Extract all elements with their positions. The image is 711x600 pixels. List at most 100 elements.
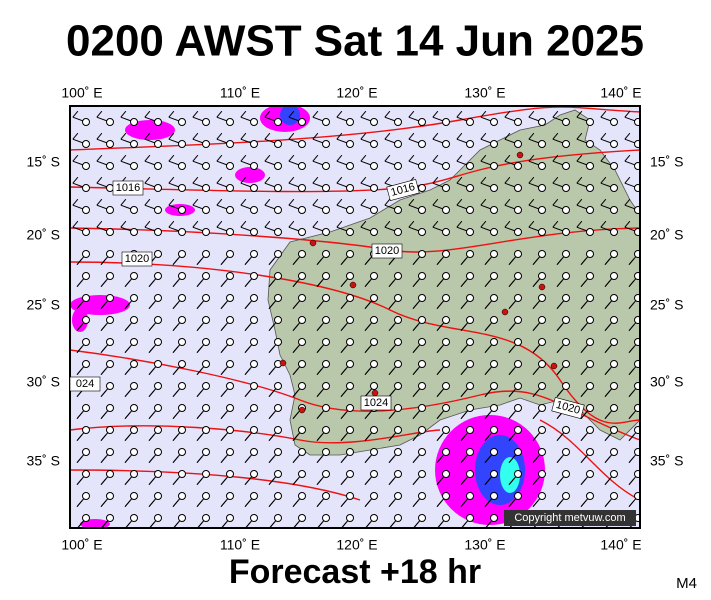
wind-station (538, 470, 546, 478)
wind-station (562, 228, 570, 236)
wind-station (106, 140, 114, 148)
barb-feather (192, 132, 199, 140)
wind-station (490, 404, 498, 412)
barb-feather (268, 434, 275, 442)
barb-feather (316, 346, 323, 354)
wind-station (298, 316, 306, 324)
barb-feather (412, 412, 419, 420)
wind-station (610, 118, 618, 126)
barb-feather (148, 412, 155, 420)
wind-station (322, 470, 330, 478)
wind-station (298, 272, 306, 280)
wind-station (130, 338, 138, 346)
wind-station (394, 404, 402, 412)
wind-station (490, 272, 498, 280)
barb-feather (504, 198, 511, 206)
barb-feather (508, 500, 515, 508)
barb-feather (312, 176, 319, 184)
barb-feather (484, 302, 491, 310)
barb-feather (244, 368, 251, 376)
wind-station (442, 492, 450, 500)
barb-feather (292, 324, 299, 332)
latitude-label: 20˚ S (27, 227, 60, 243)
barb-feather (628, 302, 635, 310)
barb-feather (312, 132, 319, 140)
barb-feather (244, 500, 251, 508)
barb-feather (292, 390, 299, 398)
barb-feather (120, 154, 127, 162)
longitude-label: 140˚ E (600, 537, 641, 553)
latitude-label: 30˚ S (650, 374, 683, 390)
barb-feather (100, 258, 107, 266)
wind-station (514, 228, 522, 236)
barb-feather (172, 456, 179, 464)
wind-station (82, 140, 90, 148)
wind-station (154, 206, 162, 214)
barb-feather (436, 368, 443, 376)
barb-feather (144, 220, 151, 228)
wind-station (130, 118, 138, 126)
wind-station (418, 382, 426, 390)
barb-feather (72, 198, 79, 206)
barb-feather (72, 220, 79, 228)
barb-feather (316, 324, 323, 332)
barb-feather (220, 456, 227, 464)
barb-feather (216, 154, 223, 162)
wind-station (490, 206, 498, 214)
wind-station (394, 228, 402, 236)
wind-station (394, 360, 402, 368)
barb-feather (364, 456, 371, 464)
wind-station (274, 140, 282, 148)
barb-feather (268, 456, 275, 464)
wind-station (418, 492, 426, 500)
barb-feather (124, 324, 131, 332)
wind-station (226, 448, 234, 456)
wind-station (274, 206, 282, 214)
wind-station (250, 448, 258, 456)
barb-feather (196, 500, 203, 508)
barb-feather (484, 280, 491, 288)
barb-feather (628, 478, 635, 486)
wind-station (226, 272, 234, 280)
wind-station (634, 492, 640, 500)
wind-station (346, 404, 354, 412)
wind-station (634, 162, 640, 170)
barb-feather (436, 412, 443, 420)
wind-station (394, 338, 402, 346)
wind-station (202, 448, 210, 456)
barb-feather (168, 220, 175, 228)
longitude-label: 130˚ E (464, 85, 505, 101)
wind-station (250, 184, 258, 192)
barb-feather (556, 478, 563, 486)
wind-station (634, 250, 640, 258)
barb-feather (288, 154, 295, 162)
barb-feather (484, 368, 491, 376)
barb-feather (604, 346, 611, 354)
barb-feather (384, 198, 391, 206)
wind-station (298, 382, 306, 390)
wind-station (346, 448, 354, 456)
wind-station (82, 228, 90, 236)
barb-feather (148, 346, 155, 354)
barb-feather (268, 478, 275, 486)
barb-feather (460, 390, 467, 398)
wind-station (634, 404, 640, 412)
wind-station (322, 404, 330, 412)
wind-station (202, 514, 210, 522)
barb-feather (580, 302, 587, 310)
barb-feather (556, 346, 563, 354)
copyright: Copyright metvuw.com (514, 512, 625, 524)
wind-station (154, 426, 162, 434)
barb-feather (436, 390, 443, 398)
wind-station (442, 426, 450, 434)
wind-station (130, 316, 138, 324)
barb-feather (456, 220, 463, 228)
barb-feather (196, 324, 203, 332)
barb-feather (148, 324, 155, 332)
wind-station (346, 184, 354, 192)
wind-station (514, 272, 522, 280)
wind-station (106, 184, 114, 192)
wind-station (370, 448, 378, 456)
barb-feather (316, 434, 323, 442)
barb-feather (144, 110, 151, 118)
